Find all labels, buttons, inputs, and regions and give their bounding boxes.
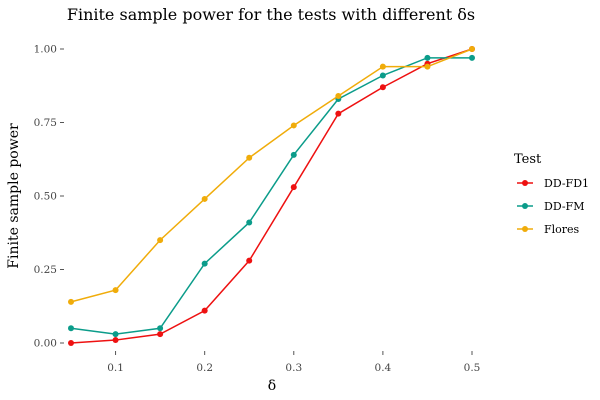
y-tick-label: 0.25 — [34, 264, 57, 276]
y-axis-title: Finite sample power — [6, 123, 22, 269]
data-point-dd-fd1 — [379, 84, 386, 91]
data-point-flores — [68, 298, 74, 305]
data-point-dd-fd1 — [246, 257, 253, 264]
x-tick-label: 0.5 — [464, 362, 481, 374]
data-point-dd-fm — [424, 54, 431, 61]
data-point-dd-fd1 — [112, 337, 119, 344]
data-point-flores — [157, 237, 164, 244]
data-point-dd-fd1 — [335, 110, 342, 117]
series-line-flores — [70, 48, 473, 303]
data-point-flores — [201, 195, 208, 202]
data-point-flores — [290, 122, 297, 129]
x-tick-label: 0.1 — [107, 362, 124, 374]
data-point-dd-fd1 — [68, 340, 74, 346]
x-axis-title: δ — [268, 378, 276, 394]
series-line-dd-fd1 — [70, 48, 473, 344]
data-point-flores — [424, 63, 431, 70]
legend-item-flores: Flores — [517, 223, 580, 236]
y-tick-label: 0.75 — [34, 117, 57, 129]
y-tick-label: 0.50 — [34, 191, 57, 203]
data-point-dd-fm — [201, 260, 208, 267]
series-layer — [68, 46, 475, 346]
data-point-dd-fd1 — [201, 307, 208, 314]
data-point-flores — [112, 287, 119, 294]
legend-item-dd-fm: DD-FM — [517, 200, 584, 213]
data-point-dd-fm — [112, 331, 119, 338]
legend-swatch-point — [522, 203, 528, 209]
legend-item-dd-fd1: DD-FD1 — [517, 177, 589, 190]
data-point-flores — [379, 63, 386, 70]
legend-label: DD-FD1 — [544, 177, 589, 190]
data-point-flores — [335, 93, 342, 100]
data-point-flores — [246, 154, 253, 161]
legend-swatch-point — [522, 180, 528, 186]
series-dd-fd1 — [68, 46, 475, 346]
data-point-flores — [469, 46, 475, 52]
data-point-dd-fd1 — [290, 184, 297, 191]
x-tick-label: 0.2 — [196, 362, 213, 374]
x-tick-label: 0.3 — [285, 362, 302, 374]
data-point-dd-fm — [379, 72, 386, 79]
data-point-dd-fm — [469, 54, 475, 61]
y-tick-label: 1.00 — [34, 44, 57, 56]
series-dd-fm — [68, 54, 475, 338]
data-point-dd-fm — [290, 151, 297, 158]
data-point-dd-fm — [68, 325, 74, 332]
series-line-dd-fm — [70, 57, 472, 335]
data-point-dd-fm — [157, 325, 164, 332]
legend-title: Test — [514, 152, 542, 167]
x-tick-label: 0.4 — [375, 362, 392, 374]
legend: Test DD-FD1 DD-FM Flores — [514, 152, 589, 236]
legend-label: DD-FM — [544, 200, 584, 213]
legend-label: Flores — [544, 223, 580, 236]
y-tick-label: 0.00 — [34, 338, 57, 350]
chart-title: Finite sample power for the tests with d… — [67, 5, 475, 24]
legend-swatch-point — [522, 226, 528, 232]
data-point-dd-fm — [246, 219, 253, 226]
series-flores — [68, 46, 475, 305]
axes: 0.00 0.25 0.50 0.75 1.00 0.1 0.2 0.3 0.4 0.5 — [34, 44, 481, 375]
data-point-dd-fd1 — [157, 331, 164, 338]
